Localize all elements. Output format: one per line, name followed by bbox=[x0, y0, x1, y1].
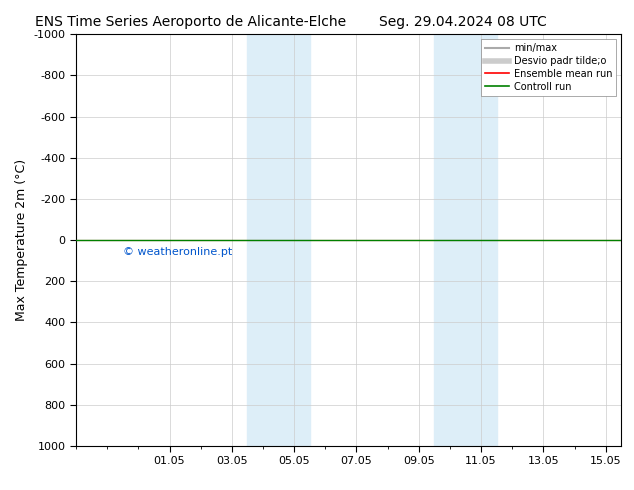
Bar bbox=[434, 34, 496, 446]
Text: Seg. 29.04.2024 08 UTC: Seg. 29.04.2024 08 UTC bbox=[379, 15, 547, 29]
Text: ENS Time Series Aeroporto de Alicante-Elche: ENS Time Series Aeroporto de Alicante-El… bbox=[35, 15, 346, 29]
Text: © weatheronline.pt: © weatheronline.pt bbox=[123, 247, 232, 257]
Y-axis label: Max Temperature 2m (°C): Max Temperature 2m (°C) bbox=[15, 159, 28, 321]
Bar bbox=[247, 34, 310, 446]
Legend: min/max, Desvio padr tilde;o, Ensemble mean run, Controll run: min/max, Desvio padr tilde;o, Ensemble m… bbox=[481, 39, 616, 96]
